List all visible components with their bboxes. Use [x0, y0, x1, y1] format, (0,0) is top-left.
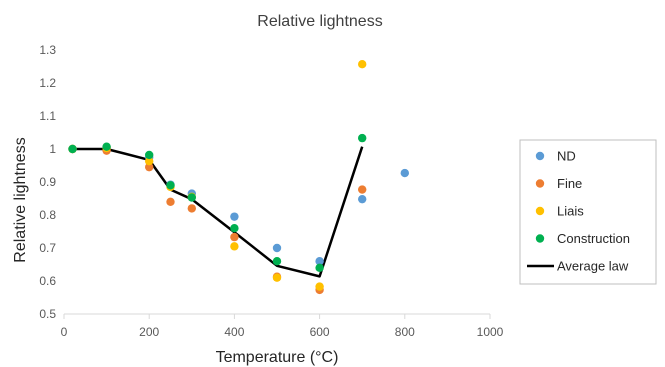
chart-title: Relative lightness — [257, 13, 382, 30]
legend-swatch-liais — [535, 206, 545, 216]
point-liais — [358, 59, 367, 69]
x-axis-ticks: 0 200 400 600 800 1000 — [61, 314, 504, 339]
legend-label-liais: Liais — [557, 204, 584, 219]
point-liais — [230, 242, 239, 251]
point-liais — [272, 273, 282, 282]
y-tick-label: 0.5 — [39, 307, 56, 321]
average-law-line — [72, 146, 364, 278]
point-fine — [358, 185, 367, 194]
point-nd — [230, 212, 239, 221]
point-nd — [315, 257, 324, 266]
legend-label-nd: ND — [557, 149, 576, 164]
point-fine — [145, 162, 154, 172]
point-construction — [315, 263, 324, 272]
x-tick-label: 0 — [61, 325, 68, 339]
point-fine — [230, 232, 239, 242]
y-tick-label: 0.8 — [39, 208, 56, 222]
y-tick-label: 1 — [49, 142, 56, 156]
point-construction — [145, 150, 154, 160]
y-tick-label: 1.2 — [39, 76, 56, 90]
y-tick-label: 0.6 — [39, 274, 56, 288]
x-tick-label: 600 — [310, 325, 330, 339]
point-construction — [230, 224, 239, 233]
y-tick-label: 0.7 — [39, 241, 56, 255]
legend-label-average-law: Average law — [557, 259, 629, 274]
legend-label-fine: Fine — [557, 176, 582, 191]
y-tick-label: 0.9 — [39, 175, 56, 189]
legend-swatch-nd — [535, 151, 545, 161]
legend-box — [519, 139, 657, 285]
point-construction — [102, 142, 111, 151]
x-tick-label: 1000 — [477, 325, 504, 339]
legend-swatch-construction — [535, 234, 545, 243]
point-nd — [400, 168, 409, 178]
point-construction — [358, 133, 367, 143]
y-axis-label: Relative lightness — [12, 137, 29, 262]
point-nd — [272, 243, 282, 253]
x-tick-label: 800 — [395, 325, 415, 339]
legend-swatch-fine — [535, 179, 545, 188]
legend-label-construction: Construction — [557, 231, 630, 246]
plot-area — [68, 59, 409, 295]
y-axis-ticks: 0.5 0.6 0.7 0.8 0.9 1 1.1 1.2 1.3 — [39, 43, 56, 321]
point-construction — [187, 193, 196, 202]
point-construction — [68, 144, 77, 154]
x-axis-label: Temperature (°C) — [216, 349, 339, 366]
point-liais — [315, 282, 324, 291]
y-tick-label: 1.3 — [39, 43, 56, 57]
x-tick-label: 200 — [139, 325, 159, 339]
x-tick-label: 400 — [224, 325, 244, 339]
y-tick-label: 1.1 — [39, 109, 56, 123]
point-fine — [166, 197, 175, 206]
point-fine — [187, 204, 196, 213]
point-nd — [358, 194, 367, 204]
point-liais — [145, 157, 154, 166]
legend: ND Fine Liais Construction Average law — [519, 139, 657, 285]
point-construction — [272, 257, 282, 266]
point-construction — [166, 181, 175, 190]
